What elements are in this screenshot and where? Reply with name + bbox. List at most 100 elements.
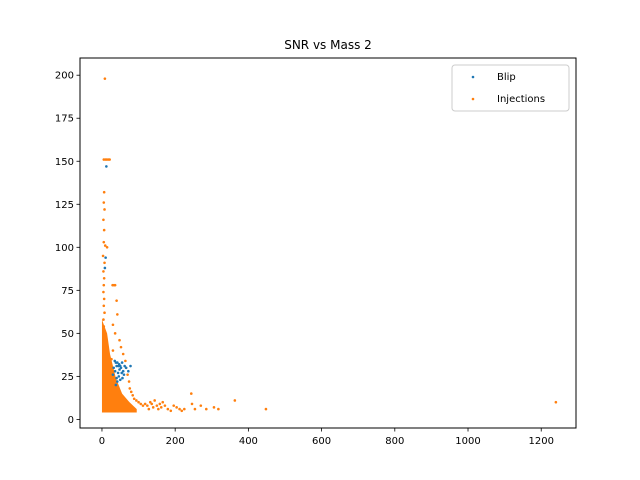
point-blip [112,366,115,370]
injections-dense-cloud [101,319,137,413]
point-injections [107,356,111,359]
point-injections [102,190,106,194]
point-blip [121,376,124,380]
point-injections [121,352,125,356]
point-injections [102,201,106,204]
point-injections [139,402,143,406]
point-injections [169,409,173,413]
point-blip [115,364,118,368]
point-injections [217,407,220,411]
y-tick-label: 100 [55,243,74,254]
point-injections [102,283,106,287]
point-injections [119,345,123,349]
point-blip [129,364,132,368]
point-injections [178,407,181,411]
point-blip [123,364,126,368]
point-injections [102,297,106,301]
point-injections [116,313,119,316]
point-injections [264,407,268,411]
point-injections [172,404,176,407]
point-injections [102,325,106,328]
point-injections [132,397,136,401]
legend-box [451,64,570,112]
point-injections [103,77,107,80]
y-tick-label: 175 [55,114,74,125]
point-injections [126,373,129,376]
point-injections [137,400,140,404]
y-tick-label: 0 [68,415,74,426]
point-injections [153,399,156,402]
legend-label-injections: Injections [497,94,545,105]
point-injections [157,407,160,411]
point-injections [175,406,178,409]
point-injections [102,345,105,349]
point-injections [102,270,105,273]
point-injections [158,402,162,406]
point-blip [116,371,120,375]
legend: Blip Injections [451,64,570,112]
point-injections [101,254,105,258]
point-injections [103,261,106,265]
point-blip [120,371,124,375]
point-injections [159,406,163,409]
point-injections [131,394,135,397]
point-injections [108,158,111,161]
x-tick-label: 1000 [455,436,480,447]
point-injections [102,304,106,308]
point-blip [117,375,121,378]
point-blip [104,256,107,259]
point-blip [120,361,124,364]
data-points-layer [101,77,558,413]
y-tick-label: 50 [61,329,74,340]
legend-marker-injections [471,97,475,101]
point-blip [119,366,123,370]
x-tick-label: 400 [239,436,258,447]
point-blip [111,373,115,376]
point-blip [118,378,122,382]
point-injections [190,402,194,406]
x-tick-label: 0 [99,436,105,447]
point-injections [150,402,154,406]
point-injections [163,404,167,407]
point-injections [102,240,106,244]
legend-marker-blip [471,75,475,79]
point-injections [183,407,186,411]
plot-area [79,57,577,429]
point-injections [193,407,197,411]
point-injections [103,208,106,211]
point-blip [103,266,107,270]
point-injections [233,399,237,402]
point-blip [105,165,108,168]
point-injections [141,404,145,407]
point-injections [135,399,138,402]
x-tick-label: 800 [385,436,404,447]
point-injections [102,318,105,321]
point-injections [146,404,149,407]
point-injections [111,323,115,327]
point-injections [111,349,115,352]
point-injections [554,400,558,404]
point-injections [166,407,170,411]
plot-frame [79,57,577,429]
point-injections [103,311,106,315]
y-tick-label: 200 [55,71,74,82]
point-injections [105,246,109,249]
point-injections [102,218,105,222]
point-injections [103,244,107,247]
point-injections [115,299,118,302]
y-axis: 0 25 50 75 100 125 150 175 200 [55,71,80,426]
legend-label-blip: Blip [497,72,516,83]
point-injections [161,400,165,404]
point-injections [147,407,151,411]
x-tick-label: 200 [166,436,185,447]
point-injections [124,359,127,363]
point-injections [129,390,133,394]
point-injections [180,409,184,413]
point-injections [143,402,147,406]
point-injections [128,387,132,390]
point-injections [148,400,152,404]
x-tick-label: 1200 [528,436,553,447]
y-tick-label: 75 [61,286,74,297]
point-blip [127,369,130,373]
